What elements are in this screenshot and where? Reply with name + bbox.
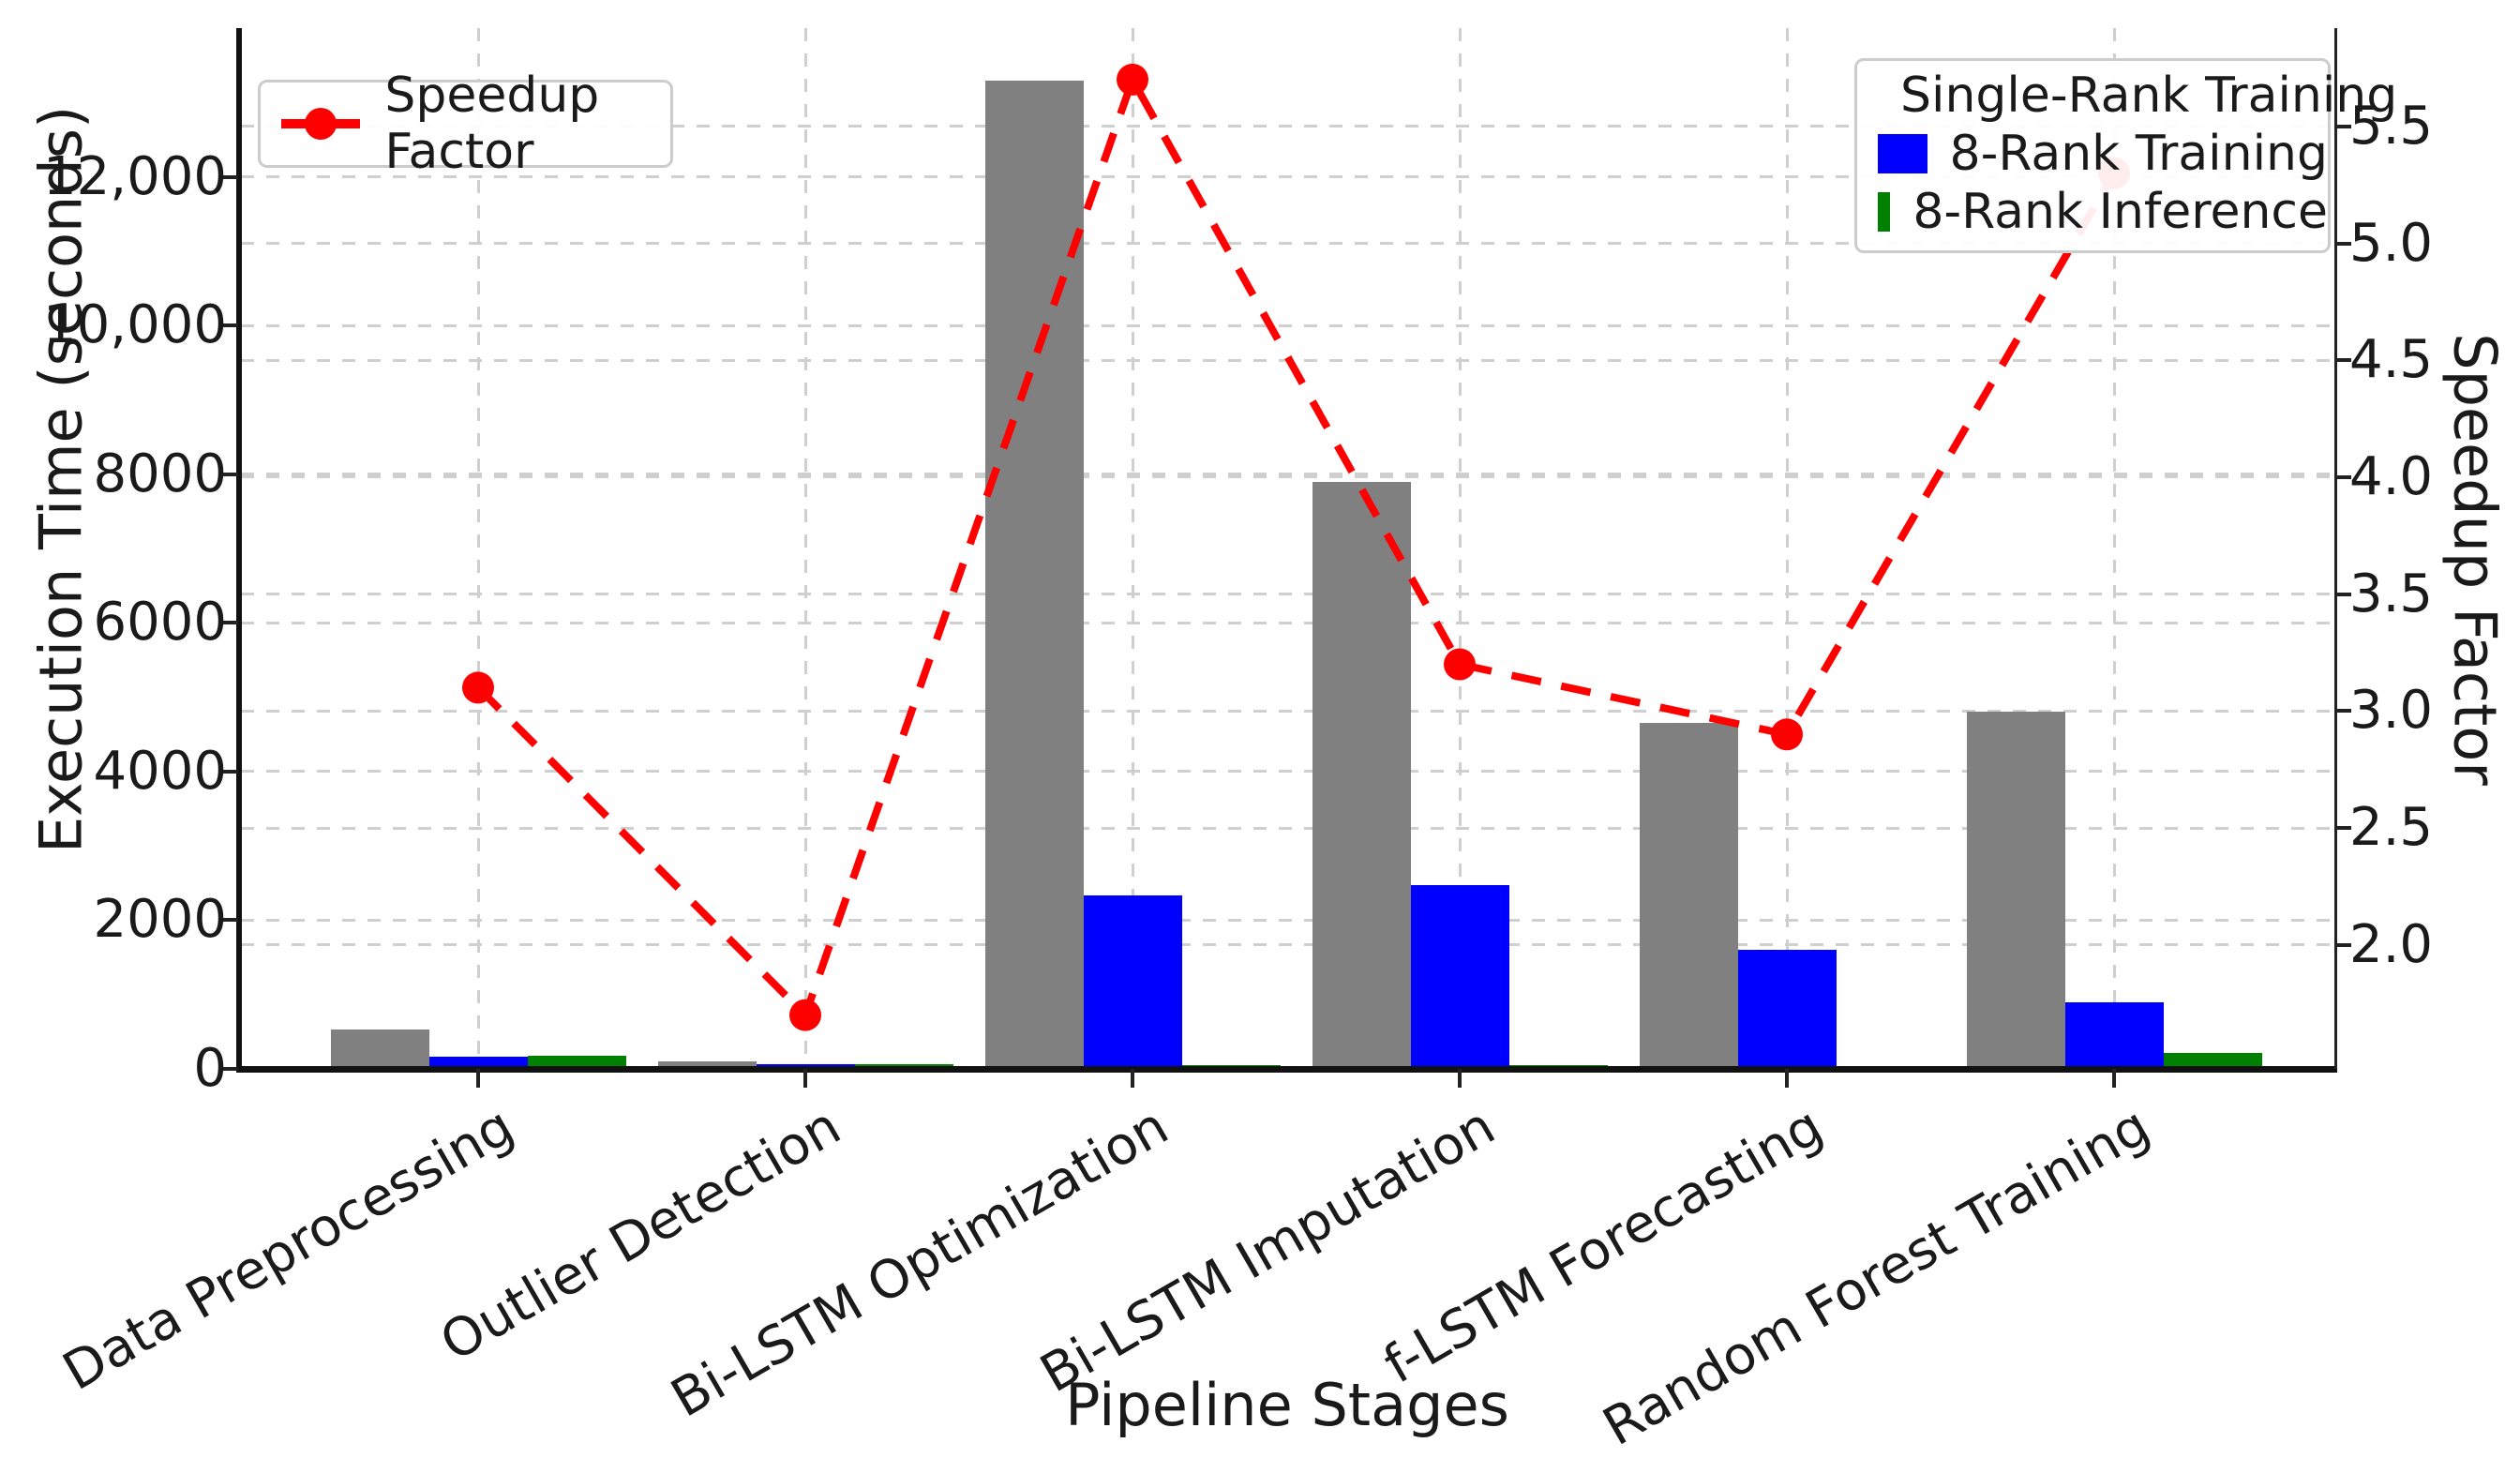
- left-tick-label: 0: [193, 1038, 227, 1099]
- legend-item: 8-Rank Inference: [1857, 183, 2328, 241]
- right-tick-label: 3.5: [2349, 563, 2434, 624]
- gridline-h-left: [241, 175, 2334, 179]
- right-spine: [2334, 28, 2337, 1069]
- right-tick-label: 5.5: [2349, 95, 2434, 157]
- gridline-h-right: [241, 826, 2334, 830]
- x-tick-mark: [476, 1069, 480, 1088]
- bar-single-rank-training: [1312, 481, 1411, 1069]
- gridline-h-left: [241, 323, 2334, 327]
- x-tick-mark: [1458, 1069, 1462, 1088]
- right-axis-title: Speedup Factor: [2440, 333, 2510, 786]
- right-tick-mark: [2336, 942, 2351, 947]
- left-tick-mark: [223, 769, 238, 774]
- bottom-spine: [236, 1066, 2337, 1073]
- left-tick-label: 4000: [93, 740, 227, 802]
- right-tick-label: 2.5: [2349, 797, 2434, 859]
- gridline-h-left: [241, 770, 2334, 774]
- bar-single-rank-training: [658, 1060, 757, 1069]
- left-tick-mark: [223, 918, 238, 923]
- bar-8-rank-training: [1084, 895, 1182, 1069]
- right-tick-label: 5.0: [2349, 212, 2434, 274]
- speedup-legend-label: Speedup Factor: [384, 68, 600, 180]
- right-tick-mark: [2336, 241, 2351, 246]
- bar-8-rank-inference: [2164, 1052, 2262, 1069]
- gridline-v: [476, 28, 480, 1069]
- gridline-v: [1131, 28, 1134, 1069]
- speedup-data-point: [1771, 718, 1803, 751]
- x-tick-mark: [803, 1069, 807, 1088]
- right-tick-mark: [2336, 826, 2351, 831]
- gridline-v: [1785, 28, 1789, 1069]
- left-tick-label: 12,000: [43, 145, 227, 207]
- bar-8-rank-training: [1411, 885, 1509, 1069]
- bar-8-rank-training: [2065, 1001, 2164, 1069]
- left-tick-mark: [223, 174, 238, 179]
- right-tick-label: 4.5: [2349, 329, 2434, 391]
- left-tick-label: 10,000: [43, 294, 227, 356]
- x-axis-title: Pipeline Stages: [1065, 1371, 1509, 1439]
- bar-single-rank-training: [985, 80, 1084, 1069]
- speedup-data-point: [1117, 63, 1148, 96]
- left-tick-mark: [223, 323, 238, 328]
- gridline-h-left: [241, 473, 2334, 476]
- gridline-h-left: [241, 621, 2334, 624]
- right-tick-mark: [2336, 124, 2351, 128]
- legend-item-label: 8-Rank Inference: [1912, 184, 2328, 240]
- right-tick-label: 4.0: [2349, 445, 2434, 507]
- gridline-h-right: [241, 593, 2334, 596]
- x-tick-label: Random Forest Training: [1593, 1095, 2160, 1458]
- left-tick-mark: [223, 621, 238, 625]
- speedup-data-point: [789, 999, 821, 1031]
- gridline-v: [803, 28, 807, 1069]
- bar-single-rank-training: [331, 1029, 429, 1069]
- gridline-h-right: [241, 242, 2334, 245]
- bar-8-rank-training: [1738, 950, 1837, 1069]
- gridline-h-right: [241, 709, 2334, 713]
- gridline-h-left: [241, 918, 2334, 922]
- left-tick-label: 8000: [93, 443, 227, 504]
- legend-swatch-icon: [1878, 192, 1891, 232]
- x-tick-mark: [1131, 1069, 1134, 1088]
- bar-8-rank-training: [429, 1056, 528, 1069]
- left-spine: [236, 28, 242, 1073]
- series-legend: Single-Rank Training 8-Rank Training 8-Ran…: [1854, 58, 2397, 253]
- left-tick-label: 2000: [93, 889, 227, 951]
- left-tick-mark: [223, 1067, 238, 1071]
- speedup-line-sample-icon: [281, 108, 361, 140]
- gridline-h-right: [241, 475, 2334, 479]
- gridline-v: [1458, 28, 1462, 1069]
- x-tick-mark: [2112, 1069, 2116, 1088]
- right-tick-mark: [2336, 709, 2351, 714]
- legend-item: 8-Rank Training: [1857, 125, 2328, 183]
- right-tick-mark: [2336, 474, 2351, 479]
- gridline-h-right: [241, 943, 2334, 947]
- left-tick-mark: [223, 472, 238, 476]
- legend-item-label: Single-Rank Training: [1900, 68, 2398, 124]
- right-tick-label: 2.0: [2349, 913, 2434, 975]
- bar-single-rank-training: [1967, 712, 2065, 1069]
- speedup-legend: Speedup Factor: [258, 68, 673, 180]
- right-tick-mark: [2336, 358, 2351, 363]
- legend-item-label: 8-Rank Training: [1949, 126, 2328, 182]
- bar-8-rank-inference: [528, 1055, 626, 1069]
- left-tick-label: 6000: [93, 592, 227, 654]
- gridline-v: [2112, 28, 2116, 1069]
- right-tick-mark: [2336, 592, 2351, 596]
- bar-single-rank-training: [1640, 723, 1738, 1069]
- speedup-data-point: [462, 671, 494, 704]
- speedup-data-point: [1444, 648, 1476, 681]
- speedup-marker-icon: [305, 108, 338, 140]
- plot-area: [241, 28, 2334, 1069]
- legend-item: Single-Rank Training: [1857, 67, 2397, 125]
- speedup-line-path: [475, 70, 2118, 1022]
- gridline-h-right: [241, 125, 2334, 128]
- legend-swatch-icon: [1878, 134, 1928, 173]
- x-tick-mark: [1785, 1069, 1789, 1088]
- right-tick-label: 3.0: [2349, 680, 2434, 742]
